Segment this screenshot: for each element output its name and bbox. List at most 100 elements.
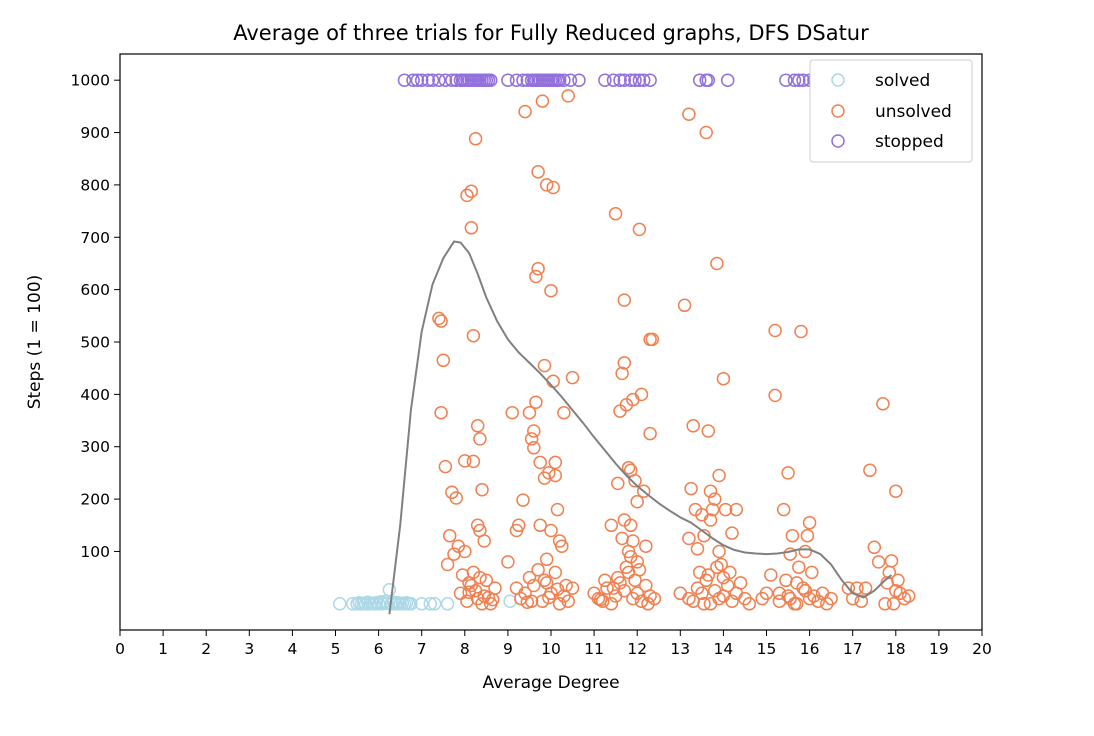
point-unsolved: [725, 526, 739, 540]
x-tick-label: 11: [584, 640, 604, 658]
point-unsolved: [701, 568, 716, 582]
x-tick-label: 13: [670, 640, 690, 658]
point-stopped: [520, 73, 535, 87]
point-unsolved: [639, 539, 653, 553]
x-axis-label: Average Degree: [482, 673, 619, 693]
x-tick-label: 10: [541, 640, 561, 658]
point-stopped: [501, 73, 515, 87]
point-unsolved: [617, 356, 632, 370]
point-unsolved: [522, 405, 537, 420]
legend-marker-unsolved: [831, 104, 845, 118]
point-unsolved: [453, 586, 468, 601]
point-unsolved: [645, 332, 660, 347]
point-unsolved: [701, 424, 716, 438]
point-stopped: [445, 73, 459, 87]
point-unsolved: [626, 534, 640, 548]
point-solved: [376, 597, 390, 611]
point-unsolved: [518, 104, 532, 119]
point-unsolved: [529, 269, 543, 284]
point-unsolved: [432, 311, 446, 326]
point-unsolved: [764, 568, 778, 582]
point-stopped: [628, 73, 642, 87]
x-tick-label: 7: [417, 640, 427, 658]
point-unsolved: [559, 578, 573, 593]
point-unsolved: [565, 370, 580, 385]
point-unsolved: [712, 468, 726, 483]
y-tick-label: 1000: [71, 72, 110, 90]
point-unsolved: [889, 484, 903, 498]
point-unsolved: [537, 358, 552, 373]
x-tick-label: 8: [460, 640, 470, 658]
point-unsolved: [871, 555, 886, 569]
point-unsolved: [695, 586, 709, 601]
point-stopped: [449, 73, 463, 87]
point-unsolved: [630, 586, 644, 601]
point-unsolved: [505, 405, 519, 420]
point-unsolved: [539, 178, 554, 192]
point-unsolved: [725, 594, 739, 608]
point-unsolved: [529, 395, 543, 409]
point-stopped: [632, 73, 647, 87]
point-unsolved: [768, 323, 782, 338]
point-unsolved: [623, 518, 638, 533]
point-unsolved: [705, 502, 720, 517]
point-unsolved: [533, 518, 547, 533]
point-unsolved: [462, 585, 476, 600]
point-unsolved: [632, 563, 647, 577]
point-unsolved: [710, 256, 724, 271]
point-unsolved: [606, 581, 621, 595]
point-unsolved: [783, 547, 797, 561]
point-solved: [404, 597, 418, 611]
point-unsolved: [473, 570, 487, 585]
x-tick-label: 16: [800, 640, 820, 658]
point-unsolved: [531, 261, 545, 276]
point-unsolved: [522, 570, 537, 585]
point-unsolved: [442, 528, 457, 543]
point-unsolved: [542, 466, 556, 480]
point-stopped: [425, 73, 440, 87]
point-stopped: [692, 73, 707, 87]
point-unsolved: [511, 518, 526, 533]
point-unsolved: [789, 597, 804, 611]
y-tick-label: 400: [80, 386, 110, 404]
point-unsolved: [535, 94, 550, 108]
point-unsolved: [477, 589, 491, 603]
point-unsolved: [598, 573, 612, 588]
y-tick-label: 800: [80, 176, 110, 194]
point-stopped: [787, 73, 802, 87]
point-unsolved: [561, 89, 575, 103]
point-solved: [371, 597, 386, 611]
x-tick-label: 9: [503, 640, 513, 658]
x-tick-label: 0: [115, 640, 125, 658]
point-unsolved: [768, 388, 782, 403]
x-tick-label: 15: [757, 640, 777, 658]
point-stopped: [606, 73, 621, 87]
legend: solved unsolved stopped: [809, 59, 973, 163]
point-unsolved: [697, 597, 711, 611]
point-unsolved: [460, 188, 474, 203]
point-unsolved: [544, 523, 558, 538]
point-stopped: [483, 73, 498, 87]
point-unsolved: [527, 441, 541, 455]
point-solved: [386, 595, 401, 609]
point-unsolved: [690, 542, 705, 556]
point-unsolved: [539, 552, 554, 567]
point-stopped: [432, 73, 446, 87]
point-solved: [440, 597, 455, 611]
point-unsolved: [468, 132, 483, 146]
point-unsolved: [811, 594, 825, 608]
point-unsolved: [479, 573, 494, 588]
legend-marker-solved: [831, 73, 845, 87]
point-unsolved: [550, 582, 565, 596]
x-tick-label: 18: [886, 640, 906, 658]
point-unsolved: [464, 221, 479, 235]
point-unsolved: [535, 594, 550, 608]
point-unsolved: [604, 518, 619, 533]
point-unsolved: [686, 419, 700, 433]
point-unsolved: [636, 484, 651, 498]
point-unsolved: [703, 513, 718, 527]
point-unsolved: [886, 597, 901, 611]
point-stopped: [720, 73, 735, 87]
y-tick-label: 600: [80, 281, 110, 299]
point-unsolved: [776, 502, 791, 517]
